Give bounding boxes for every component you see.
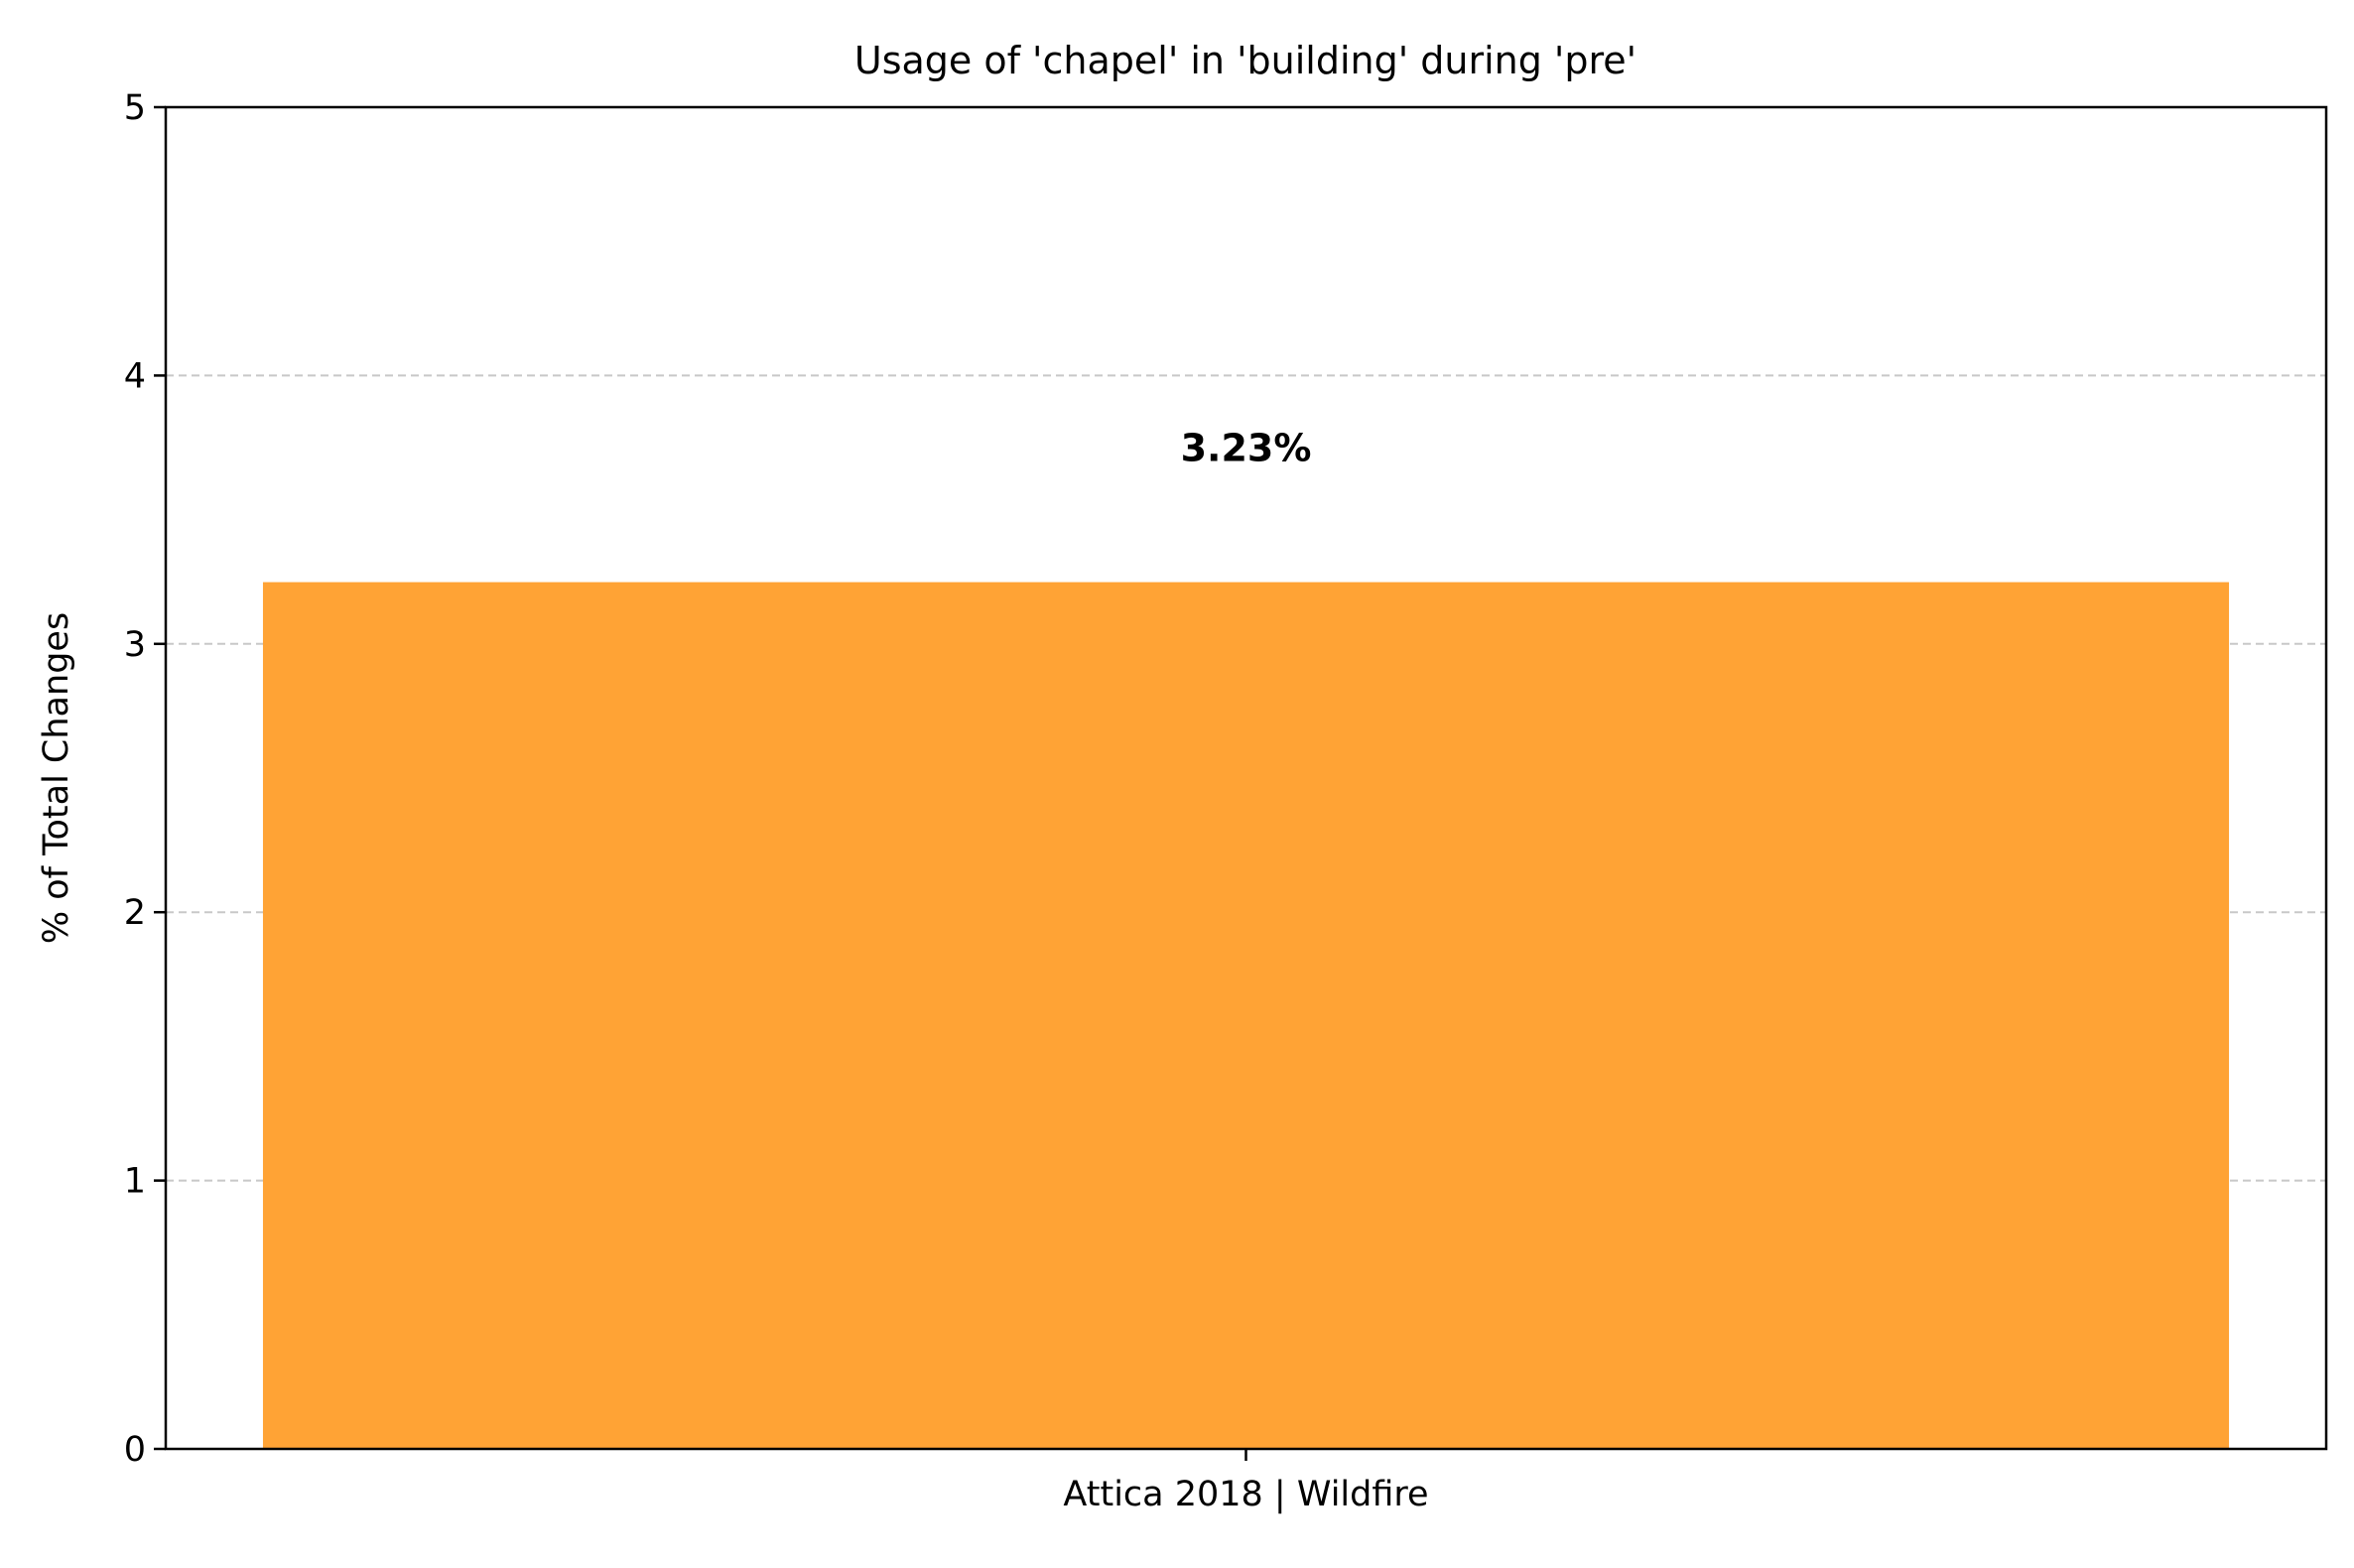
y-tick-label: 2 — [124, 893, 146, 933]
y-tick-label: 0 — [124, 1430, 146, 1470]
bar — [262, 582, 2230, 1449]
chart-title: Usage of 'chapel' in 'building' during '… — [854, 39, 1636, 82]
y-tick-label: 4 — [124, 356, 146, 396]
y-tick-label: 5 — [124, 88, 146, 128]
bars — [262, 582, 2230, 1449]
y-tick-label: 1 — [124, 1162, 146, 1202]
data-labels: 3.23% — [1181, 426, 1312, 469]
data-label: 3.23% — [1181, 426, 1312, 469]
y-tick-label: 3 — [124, 625, 146, 665]
y-axis-ticks: 0 1 2 3 4 5 — [124, 88, 166, 1470]
x-tick-label: Attica 2018 | Wildfire — [1063, 1475, 1428, 1514]
x-axis-ticks: Attica 2018 | Wildfire — [1063, 1449, 1429, 1514]
y-axis-label: % of Total Changes — [37, 612, 76, 944]
